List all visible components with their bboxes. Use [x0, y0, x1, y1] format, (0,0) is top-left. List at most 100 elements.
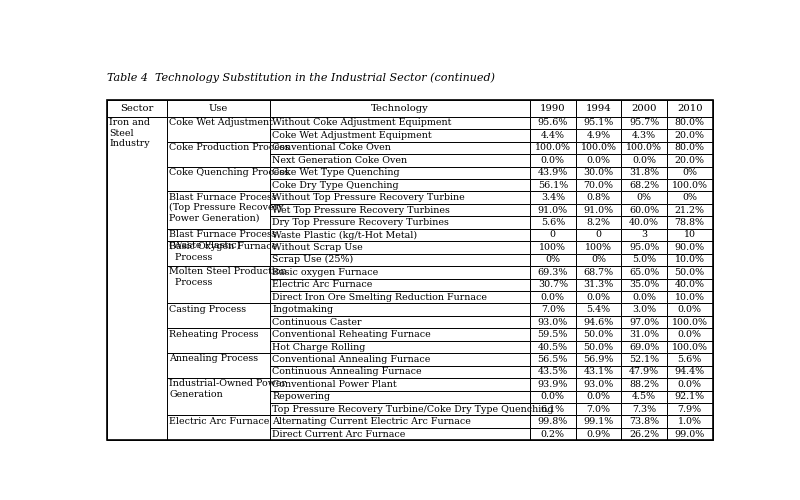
Text: Table 4  Technology Substitution in the Industrial Sector (continued): Table 4 Technology Substitution in the I… [107, 72, 495, 83]
Text: 43.1%: 43.1% [583, 368, 614, 376]
Text: Direct Iron Ore Smelting Reduction Furnace: Direct Iron Ore Smelting Reduction Furna… [272, 292, 487, 302]
Bar [576, 378, 622, 390]
Text: Blast Furnace Process
(Top Pressure Recovery
Power Generation): Blast Furnace Process (Top Pressure Reco… [170, 192, 284, 222]
Bar [530, 254, 576, 266]
Bar [167, 142, 270, 167]
Bar [270, 179, 530, 192]
Text: 3.0%: 3.0% [632, 305, 656, 314]
Bar [530, 316, 576, 328]
Text: Technology: Technology [371, 104, 429, 113]
Text: 100%: 100% [539, 243, 566, 252]
Text: 100.0%: 100.0% [535, 144, 571, 152]
Bar [667, 328, 713, 341]
Bar [667, 316, 713, 328]
Text: 30.7%: 30.7% [538, 280, 568, 289]
Text: 31.8%: 31.8% [629, 168, 659, 177]
Bar [270, 241, 530, 254]
Text: 0.0%: 0.0% [678, 380, 702, 389]
Bar [530, 416, 576, 428]
Text: 7.9%: 7.9% [678, 405, 702, 414]
Text: 0.0%: 0.0% [541, 292, 565, 302]
Bar [667, 291, 713, 304]
Bar [576, 142, 622, 154]
Text: 78.8%: 78.8% [674, 218, 705, 227]
Bar [622, 154, 667, 166]
Bar [576, 416, 622, 428]
Bar [667, 154, 713, 166]
Text: 5.6%: 5.6% [541, 218, 565, 227]
Text: 97.0%: 97.0% [629, 318, 659, 326]
Bar [576, 192, 622, 204]
Text: Molten Steel Production
  Process: Molten Steel Production Process [170, 268, 287, 286]
Text: 4.4%: 4.4% [541, 131, 565, 140]
Text: 1.0%: 1.0% [678, 417, 702, 426]
Bar [622, 278, 667, 291]
Text: 31.0%: 31.0% [629, 330, 659, 339]
Text: Industrial-Owned Power
Generation: Industrial-Owned Power Generation [170, 380, 286, 398]
Text: 0%: 0% [591, 256, 606, 264]
Bar [576, 116, 622, 129]
Text: Coke Production Process: Coke Production Process [170, 143, 290, 152]
Text: Coke Wet Adjustment Equipment: Coke Wet Adjustment Equipment [272, 131, 432, 140]
Text: 100.0%: 100.0% [672, 180, 708, 190]
Text: 5.0%: 5.0% [632, 256, 656, 264]
Text: Annealing Process: Annealing Process [170, 354, 258, 364]
Bar [576, 304, 622, 316]
Text: 0.2%: 0.2% [541, 430, 565, 438]
Text: Sector: Sector [121, 104, 154, 113]
Bar [167, 266, 270, 304]
Bar [270, 204, 530, 216]
Bar [622, 266, 667, 278]
Text: 99.8%: 99.8% [538, 417, 568, 426]
Bar [667, 204, 713, 216]
Text: 65.0%: 65.0% [629, 268, 659, 277]
Text: 20.0%: 20.0% [674, 156, 705, 165]
Bar [667, 129, 713, 141]
Bar [530, 204, 576, 216]
Bar [270, 216, 530, 229]
Bar [270, 341, 530, 353]
Text: 56.9%: 56.9% [583, 355, 614, 364]
Bar [167, 229, 270, 241]
Bar [622, 403, 667, 415]
Text: 95.6%: 95.6% [538, 118, 568, 128]
Text: 88.2%: 88.2% [629, 380, 659, 389]
Text: 56.5%: 56.5% [538, 355, 568, 364]
Bar [576, 353, 622, 366]
Bar [530, 100, 576, 116]
Text: 0.0%: 0.0% [586, 156, 610, 165]
Text: 50.0%: 50.0% [583, 342, 614, 351]
Text: 0.0%: 0.0% [586, 392, 610, 402]
Text: 40.5%: 40.5% [538, 342, 568, 351]
Text: 91.0%: 91.0% [538, 206, 568, 214]
Bar [167, 378, 270, 416]
Text: 31.3%: 31.3% [583, 280, 614, 289]
Bar [667, 116, 713, 129]
Bar [270, 254, 530, 266]
Text: 0.0%: 0.0% [632, 156, 656, 165]
Text: 91.0%: 91.0% [583, 206, 614, 214]
Bar [622, 328, 667, 341]
Text: 100.0%: 100.0% [626, 144, 662, 152]
Bar [530, 291, 576, 304]
Bar [167, 166, 270, 192]
Text: Casting Process: Casting Process [170, 304, 246, 314]
Bar [167, 328, 270, 353]
Bar [576, 278, 622, 291]
Bar [576, 100, 622, 116]
Bar [530, 241, 576, 254]
Bar [270, 291, 530, 304]
Bar [270, 378, 530, 390]
Text: Coke Quenching Process: Coke Quenching Process [170, 168, 290, 176]
Bar [622, 100, 667, 116]
Bar [270, 266, 530, 278]
Bar [530, 341, 576, 353]
Text: 0.0%: 0.0% [586, 292, 610, 302]
Bar [167, 353, 270, 378]
Text: Wet Top Pressure Recovery Turbines: Wet Top Pressure Recovery Turbines [272, 206, 450, 214]
Bar [667, 241, 713, 254]
Bar [167, 304, 270, 328]
Text: 69.3%: 69.3% [538, 268, 568, 277]
Text: 0%: 0% [682, 193, 698, 202]
Bar [576, 403, 622, 415]
